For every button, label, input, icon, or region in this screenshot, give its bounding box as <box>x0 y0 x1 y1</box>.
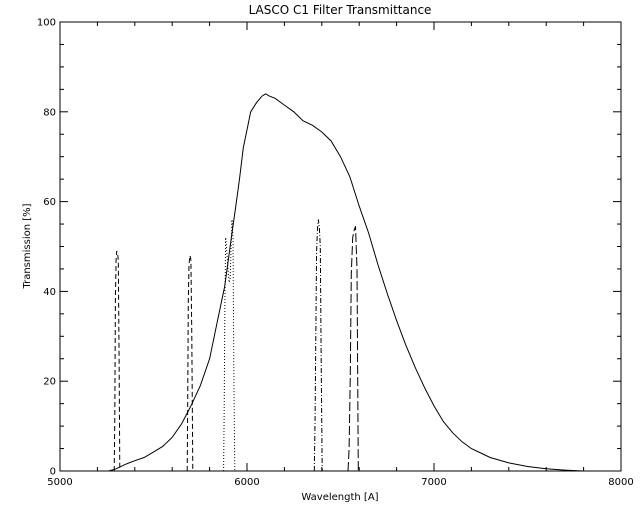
series-line-long-dash <box>347 226 359 472</box>
y-axis: 0 20 40 60 80 100 <box>37 18 621 478</box>
x-tick-label: 7000 <box>421 477 446 488</box>
y-tick-label: 40 <box>43 287 56 298</box>
series-line-dashed <box>113 250 121 472</box>
x-axis: 5000 6000 7000 8000 <box>47 22 634 488</box>
y-axis-label: Transmission [%] <box>22 203 33 289</box>
y-tick-label: 0 <box>50 467 56 478</box>
y-tick-label: 20 <box>43 377 56 388</box>
x-tick-label: 8000 <box>608 477 633 488</box>
x-tick-label: 6000 <box>234 477 259 488</box>
y-tick-label: 80 <box>43 107 56 118</box>
chart-title: LASCO C1 Filter Transmittance <box>249 3 432 17</box>
y-tick-label: 100 <box>37 18 56 29</box>
x-axis-label: Wavelength [A] <box>301 492 378 503</box>
series-line-dash-dot <box>313 219 323 472</box>
x-tick-label: 5000 <box>47 477 72 488</box>
series-line-dashed <box>186 255 194 472</box>
series-line-solid <box>108 93 584 472</box>
series-group <box>108 93 584 472</box>
y-tick-label: 60 <box>43 197 56 208</box>
